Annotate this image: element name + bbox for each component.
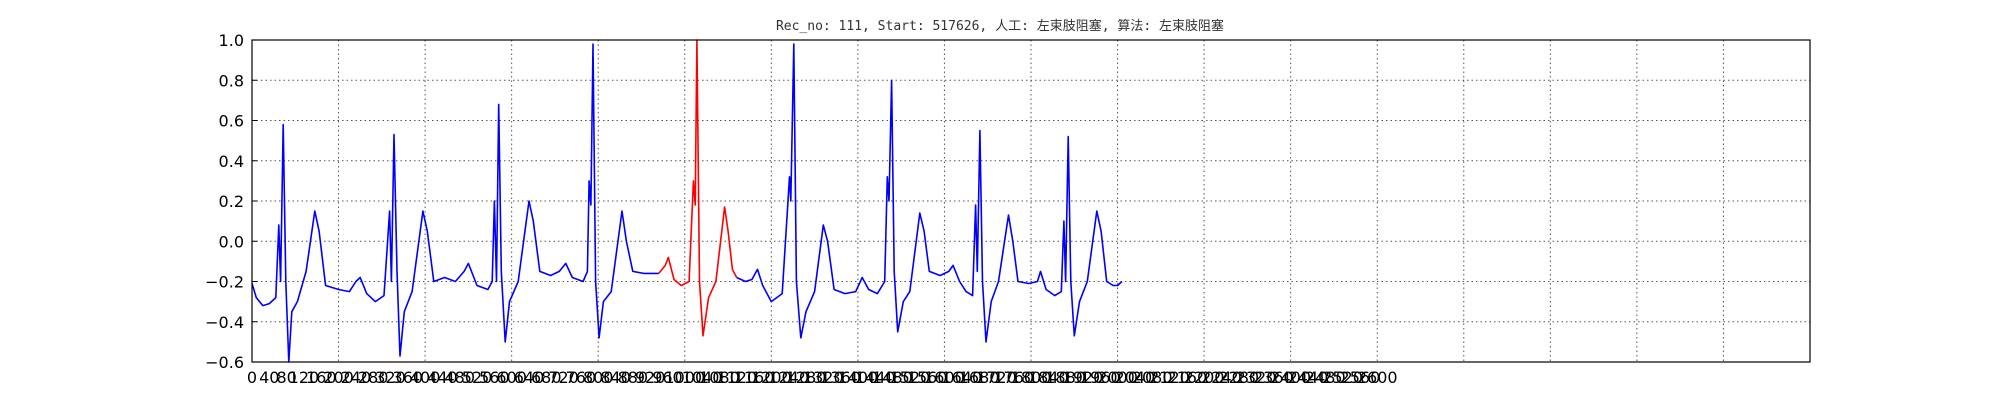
x-tick-label: 1240 — [768, 368, 809, 387]
x-tick-label: 2440 — [1288, 368, 1329, 387]
y-tick-label: −0.4 — [205, 313, 244, 332]
x-tick-label: 920 — [635, 368, 666, 387]
x-tick-label: 1680 — [959, 368, 1000, 387]
y-tick-label: 1.0 — [219, 31, 244, 50]
x-tick-label: 160 — [306, 368, 337, 387]
x-tick-label: 2000 — [1097, 368, 1138, 387]
x-tick-label: 960 — [652, 368, 683, 387]
x-tick-label: 2240 — [1201, 368, 1242, 387]
x-tick-label: 440 — [427, 368, 458, 387]
x-tick-label: 2040 — [1115, 368, 1156, 387]
y-tick-label: 0.6 — [219, 112, 244, 131]
x-tick-label: 2080 — [1132, 368, 1173, 387]
x-tick-label: 1160 — [734, 368, 775, 387]
x-tick-label: 1040 — [682, 368, 723, 387]
x-tick-label: 2200 — [1184, 368, 1225, 387]
y-tick-label: −0.6 — [205, 353, 244, 372]
x-tick-label: 560 — [479, 368, 510, 387]
y-tick-label: 0.2 — [219, 192, 244, 211]
x-tick-label: 1600 — [924, 368, 965, 387]
x-tick-label: 680 — [531, 368, 562, 387]
x-tick-label: 1480 — [872, 368, 913, 387]
y-tick-label: −0.2 — [205, 273, 244, 292]
x-tick-label: 1360 — [820, 368, 861, 387]
x-tick-label: 720 — [548, 368, 579, 387]
x-axis-ticks: 0 408012016020024028032036040044048052056… — [247, 368, 1398, 387]
x-tick-label: 1000 — [664, 368, 705, 387]
x-tick-label: 1920 — [1063, 368, 1104, 387]
x-tick-label: 520 — [462, 368, 493, 387]
x-tick-label: 360 — [393, 368, 424, 387]
x-tick-label: 1320 — [803, 368, 844, 387]
x-tick-label: 2280 — [1218, 368, 1259, 387]
x-tick-label: 320 — [375, 368, 406, 387]
x-tick-label: 2480 — [1305, 368, 1346, 387]
x-tick-label: 2360 — [1253, 368, 1294, 387]
x-tick-label: 2400 — [1270, 368, 1311, 387]
x-tick-label: 760 — [566, 368, 597, 387]
x-tick-label: 1840 — [1028, 368, 1069, 387]
x-tick-label: 640 — [514, 368, 545, 387]
x-tick-label: 2120 — [1149, 368, 1190, 387]
x-tick-label: 1200 — [751, 368, 792, 387]
x-tick-label: 200 — [323, 368, 354, 387]
y-tick-label: 0.0 — [219, 232, 244, 251]
x-tick-label: 1880 — [1045, 368, 1086, 387]
x-tick-label: 1120 — [716, 368, 757, 387]
x-tick-label: 280 — [358, 368, 389, 387]
x-tick-label: 2320 — [1236, 368, 1277, 387]
x-tick-label: 2600 — [1357, 368, 1398, 387]
grid-lines — [252, 40, 1810, 362]
x-tick-label: 1560 — [907, 368, 948, 387]
x-tick-label: 1760 — [993, 368, 1034, 387]
x-tick-label: 840 — [600, 368, 631, 387]
x-tick-label: 1440 — [855, 368, 896, 387]
x-tick-label: 1960 — [1080, 368, 1121, 387]
x-tick-label: 600 — [496, 368, 527, 387]
x-tick-label: 1400 — [838, 368, 879, 387]
ecg-series-2 — [736, 43, 1123, 343]
x-tick-label: 80 — [276, 368, 296, 387]
x-tick-label: 120 — [289, 368, 320, 387]
x-tick-label: 2560 — [1340, 368, 1381, 387]
x-tick-label: 240 — [341, 368, 372, 387]
x-tick-label: 0 — [247, 368, 257, 387]
x-tick-label: 1720 — [976, 368, 1017, 387]
x-tick-label: 2160 — [1166, 368, 1207, 387]
x-tick-label: 1640 — [941, 368, 982, 387]
y-tick-label: 0.8 — [219, 71, 244, 90]
x-tick-label: 1800 — [1011, 368, 1052, 387]
x-tick-label: 1520 — [889, 368, 930, 387]
x-tick-label: 480 — [444, 368, 475, 387]
x-tick-label: 880 — [618, 368, 649, 387]
x-tick-label: 40 — [259, 368, 279, 387]
chart-title: Rec_no: 111, Start: 517626, 人工: 左束肢阻塞, 算… — [776, 18, 1224, 34]
x-tick-label: 2520 — [1322, 368, 1363, 387]
ecg-series-0 — [251, 43, 659, 363]
x-tick-label: 800 — [583, 368, 614, 387]
x-tick-label: 400 — [410, 368, 441, 387]
x-tick-label: 1080 — [699, 368, 740, 387]
y-axis-ticks: 1.0 0.8 0.6 0.4 0.2 0.0 −0.2 −0.4 −0.6 — [205, 31, 257, 372]
x-tick-label: 1280 — [786, 368, 827, 387]
y-tick-label: 0.4 — [219, 152, 244, 171]
